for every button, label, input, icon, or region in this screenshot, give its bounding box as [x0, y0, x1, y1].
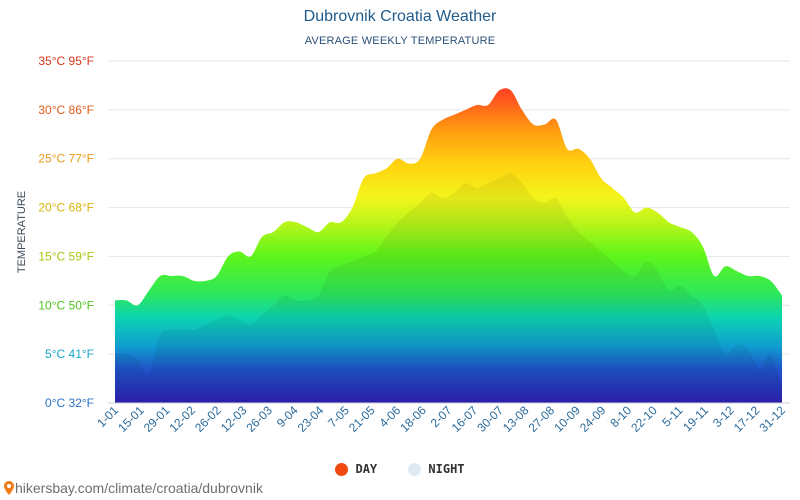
chart-title: Dubrovnik Croatia Weather — [303, 8, 497, 25]
x-tick-label: 22-10 — [628, 403, 660, 435]
chart-subtitle: AVERAGE WEEKLY TEMPERATURE — [304, 35, 496, 47]
map-pin-icon — [4, 481, 14, 495]
legend-item-night[interactable]: NIGHT — [408, 462, 465, 476]
x-tick-label: 16-07 — [449, 403, 481, 435]
chart-legend: DAY NIGHT — [0, 462, 800, 479]
x-tick-label: 21-05 — [346, 403, 378, 435]
x-tick-label: 26-02 — [192, 403, 224, 435]
x-tick-label: 12-02 — [167, 403, 199, 435]
y-axis-label: TEMPERATURE — [16, 191, 28, 273]
source-link[interactable]: hikersbay.com/climate/croatia/dubrovnik — [4, 480, 263, 496]
x-tick-label: 23-04 — [295, 403, 327, 435]
x-tick-label: 12-03 — [218, 403, 250, 435]
x-tick-label: 24-09 — [577, 403, 609, 435]
y-tick-label: 15°C 59°F — [38, 249, 94, 263]
night-series-area — [115, 173, 782, 403]
source-url: hikersbay.com/climate/croatia/dubrovnik — [15, 480, 263, 496]
y-tick-label: 10°C 50°F — [38, 298, 94, 312]
y-tick-label: 30°C 86°F — [38, 103, 94, 117]
y-tick-label: 25°C 77°F — [38, 152, 94, 166]
legend-night-marker — [408, 462, 422, 476]
y-tick-label: 0°C 32°F — [45, 396, 94, 410]
x-tick-label: 26-03 — [243, 403, 275, 435]
x-tick-label: 31-12 — [757, 403, 789, 435]
x-tick-label: 13-08 — [500, 403, 532, 435]
y-axis-tick-labels: 0°C 32°F 5°C 41°F 10°C 50°F 15°C 59°F 20°C 6… — [38, 54, 94, 410]
x-tick-label: 10-09 — [551, 403, 583, 435]
legend-night-label: NIGHT — [428, 462, 465, 476]
y-tick-label: 5°C 41°F — [45, 347, 94, 361]
legend-day-marker — [335, 462, 349, 476]
legend-day-label: DAY — [355, 462, 378, 476]
x-tick-label: 29-01 — [141, 403, 173, 435]
x-tick-label: 18-06 — [397, 403, 429, 435]
x-tick-label: 15-01 — [115, 403, 147, 435]
x-tick-label: 19-11 — [680, 403, 711, 434]
legend-item-day[interactable]: DAY — [335, 462, 377, 476]
y-tick-label: 35°C 95°F — [38, 54, 94, 68]
night-series-shade — [115, 173, 782, 403]
x-tick-label: 30-07 — [474, 403, 506, 435]
x-tick-label: 27-08 — [526, 403, 558, 435]
y-tick-label: 20°C 68°F — [38, 201, 94, 215]
x-axis-tick-labels: 1-0115-0129-0112-0226-0212-0326-039-0423… — [94, 403, 788, 435]
x-tick-label: 17-12 — [731, 403, 763, 435]
